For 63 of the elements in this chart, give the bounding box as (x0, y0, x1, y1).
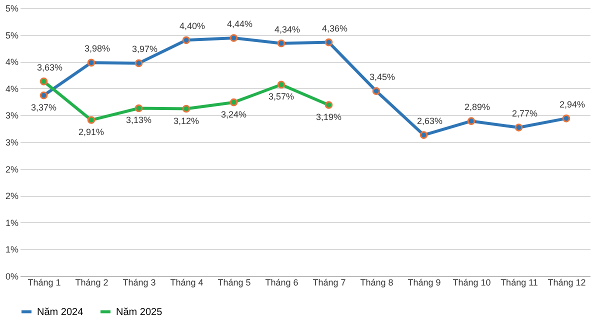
point (420, 131, 428, 139)
data-label: 3,24% (220, 109, 247, 120)
x-tick-label: Tháng 12 (548, 278, 586, 288)
y-tick-label: 1% (5, 244, 18, 255)
x-tick-label: Tháng 5 (218, 278, 251, 288)
legend-label: Năm 2024 (37, 306, 84, 318)
y-tick-label: 1% (5, 218, 18, 228)
y-tick-label: 5% (5, 4, 18, 14)
x-tick-label: Tháng 2 (75, 278, 108, 288)
y-tick-label: 3% (5, 110, 18, 121)
x-tick-label: Tháng 3 (122, 278, 156, 288)
y-tick-label: 3% (5, 138, 18, 148)
point (230, 34, 238, 42)
point (277, 80, 286, 89)
x-tick-label: Tháng 7 (312, 278, 346, 288)
data-label: 4,34% (274, 24, 300, 34)
x-tick-label: Tháng 9 (408, 278, 441, 288)
data-label: 3,57% (268, 92, 294, 102)
point (87, 116, 96, 124)
point (182, 104, 190, 113)
data-label: 2,63% (416, 116, 443, 126)
data-label: 3,12% (173, 116, 200, 126)
x-tick-label: Tháng 1 (28, 278, 61, 288)
x-tick-label: Tháng 8 (360, 278, 394, 288)
data-label: 2,94% (559, 99, 586, 110)
legend-label: Năm 2025 (116, 306, 163, 318)
point (87, 58, 96, 67)
point (372, 87, 380, 95)
x-tick-label: Tháng 4 (170, 278, 204, 288)
data-label: 4,40% (179, 21, 206, 32)
data-label: 3,98% (84, 44, 110, 54)
y-tick-label: 0% (5, 272, 18, 282)
data-label: 4,44% (226, 19, 253, 30)
point (134, 59, 143, 68)
x-tick-label: Tháng 6 (265, 278, 298, 288)
y-tick-label: 5% (5, 30, 18, 40)
data-label: 3,63% (36, 62, 63, 72)
y-tick-label: 2% (5, 191, 18, 202)
x-tick-label: Tháng 11 (500, 278, 538, 288)
point (230, 98, 238, 106)
data-label: 2,91% (78, 127, 104, 138)
point (467, 117, 476, 125)
point (562, 114, 570, 122)
data-label: 2,77% (512, 108, 538, 119)
x-tick-label: Tháng 10 (452, 278, 491, 288)
data-label: 3,13% (126, 115, 152, 126)
point (40, 78, 48, 86)
point (182, 36, 190, 44)
point (514, 124, 523, 132)
y-tick-label: 2% (5, 164, 18, 174)
point (324, 101, 333, 109)
data-label: 3,45% (369, 72, 396, 82)
y-tick-label: 4% (5, 57, 18, 68)
data-label: 2,89% (464, 102, 490, 112)
y-tick-label: 4% (5, 84, 18, 94)
data-label: 3,19% (316, 112, 342, 122)
data-label: 3,37% (30, 102, 57, 112)
data-label: 3,97% (132, 44, 158, 54)
point (277, 39, 286, 48)
point (40, 91, 48, 100)
point (324, 38, 333, 46)
data-label: 4,36% (322, 23, 348, 34)
point (134, 104, 143, 112)
